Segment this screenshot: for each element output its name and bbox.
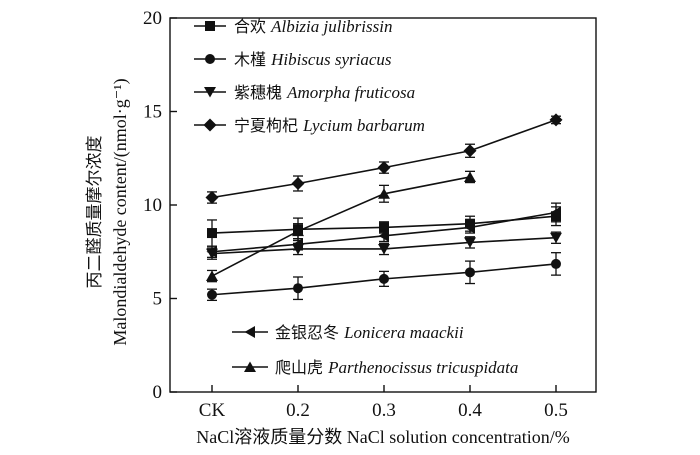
data-point xyxy=(378,243,390,255)
legend-label-latin: Amorpha fruticosa xyxy=(286,83,415,102)
data-point xyxy=(465,267,475,278)
series-circle xyxy=(207,252,561,302)
data-point xyxy=(206,270,218,282)
legend-marker xyxy=(244,361,256,372)
y-tick-label: 10 xyxy=(143,195,162,216)
y-tick-label: 20 xyxy=(143,8,162,29)
x-tick-label: 0.2 xyxy=(286,400,310,421)
data-point xyxy=(464,237,476,248)
legend-label-zh: 金银忍冬 xyxy=(275,323,344,342)
legend-label-latin: Parthenocissus tricuspidata xyxy=(327,358,518,377)
legend-marker xyxy=(244,326,255,338)
y-axis-title-zh: 丙二醛质量摩尔浓度 xyxy=(85,136,105,289)
legend-label-latin: Lycium barbarum xyxy=(302,116,425,135)
data-point xyxy=(464,221,475,234)
legend-label-zh: 紫穗槐 xyxy=(234,83,287,102)
legend-label: 金银忍冬 Lonicera maackii xyxy=(275,323,464,342)
legend-entry: 合欢 Albizia julibrissin xyxy=(194,17,392,36)
data-point xyxy=(379,273,389,284)
legend-marker xyxy=(203,118,217,132)
data-point xyxy=(205,191,219,205)
data-point xyxy=(207,289,217,300)
data-point xyxy=(549,113,563,127)
legend-upper: 合欢 Albizia julibrissin 木槿 Hibiscus syriac… xyxy=(194,17,425,135)
legend-lower: 金银忍冬 Lonicera maackii 爬山虎 Parthenocissus … xyxy=(232,323,518,377)
data-point xyxy=(550,232,562,244)
y-tick-label: 0 xyxy=(153,382,163,403)
legend-marker xyxy=(204,87,216,98)
legend-marker xyxy=(205,54,215,64)
x-tick-label: CK xyxy=(199,400,226,421)
legend-label: 合欢 Albizia julibrissin xyxy=(234,17,392,36)
data-point xyxy=(377,161,391,175)
x-tick-label: 0.4 xyxy=(458,400,482,421)
series-diamond xyxy=(205,113,563,205)
x-axis-title: NaCl溶液质量分数 NaCl solution concentration/% xyxy=(196,427,569,447)
data-point xyxy=(551,258,561,269)
legend-label-zh: 爬山虎 xyxy=(275,358,328,377)
series-triangle-left xyxy=(206,202,561,259)
legend-entry: 紫穗槐 Amorpha fruticosa xyxy=(194,83,415,102)
legend-label-zh: 宁夏枸杞 xyxy=(234,116,303,135)
data-point xyxy=(463,144,477,158)
legend-label: 木槿 Hibiscus syriacus xyxy=(234,50,392,69)
data-point xyxy=(293,283,303,294)
legend-label-latin: Hibiscus syriacus xyxy=(270,50,392,69)
legend-marker xyxy=(205,21,215,31)
legend-label-latin: Albizia julibrissin xyxy=(270,17,392,36)
series-line xyxy=(211,176,471,277)
data-point xyxy=(550,206,561,219)
data-point xyxy=(378,188,390,199)
legend-label-zh: 木槿 xyxy=(234,50,271,69)
y-tick-label: 5 xyxy=(153,289,163,310)
legend-label: 紫穗槐 Amorpha fruticosa xyxy=(234,83,415,102)
legend-label-zh: 合欢 xyxy=(234,17,271,36)
series-layer xyxy=(205,113,563,302)
data-point xyxy=(378,229,389,242)
data-point xyxy=(464,171,476,182)
data-point xyxy=(206,245,217,258)
x-tick-label: 0.5 xyxy=(544,400,568,421)
legend-entry: 宁夏枸杞 Lycium barbarum xyxy=(194,116,425,135)
legend-label-latin: Lonicera maackii xyxy=(343,323,464,342)
legend-label: 宁夏枸杞 Lycium barbarum xyxy=(234,116,425,135)
legend-label: 爬山虎 Parthenocissus tricuspidata xyxy=(275,358,518,377)
legend-entry: 木槿 Hibiscus syriacus xyxy=(194,50,392,69)
legend-entry: 爬山虎 Parthenocissus tricuspidata xyxy=(232,358,518,377)
y-tick-label: 15 xyxy=(143,102,162,123)
data-point xyxy=(292,225,304,237)
data-point xyxy=(291,176,305,190)
axes: 0 5 10 15 20 CK 0.2 0.3 0.4 0.5 xyxy=(143,8,597,421)
data-point xyxy=(207,228,217,239)
series-triangle-up xyxy=(206,170,476,283)
legend-entry: 金银忍冬 Lonicera maackii xyxy=(232,323,464,342)
data-point xyxy=(292,238,303,251)
x-tick-label: 0.3 xyxy=(372,400,396,421)
y-axis-title-en: Malondialdehyde content/(nmol·g⁻¹) xyxy=(110,78,131,345)
